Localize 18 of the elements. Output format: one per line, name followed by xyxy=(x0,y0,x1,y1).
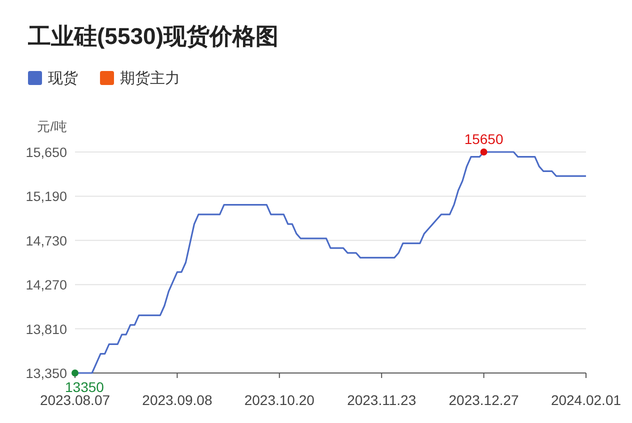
annotation: 15650 xyxy=(464,131,504,147)
x-tick-label: 2023.10.20 xyxy=(244,392,315,408)
x-tick-label: 2023.09.08 xyxy=(142,392,212,408)
annotation: 13350 xyxy=(65,379,104,395)
y-tick-label: 13,350 xyxy=(26,366,67,381)
legend-label: 现货 xyxy=(48,70,78,87)
y-tick-label: 14,730 xyxy=(26,233,67,248)
y-tick-label: 15,650 xyxy=(26,145,67,160)
x-tick-label: 2023.12.27 xyxy=(448,392,520,408)
y-tick-label: 13,810 xyxy=(26,322,67,337)
chart-title: 工业硅(5530)现货价格图 xyxy=(27,23,278,49)
legend-label: 期货主力 xyxy=(120,70,180,87)
x-tick-label: 2024.02.01 xyxy=(550,392,622,408)
x-tick-label: 2023.11.23 xyxy=(347,392,416,408)
y-tick-label: 15,190 xyxy=(26,189,67,204)
y-axis-title: 元/吨 xyxy=(37,119,67,134)
y-tick-label: 14,270 xyxy=(26,278,67,293)
x-tick-label: 2023.08.07 xyxy=(40,392,110,408)
